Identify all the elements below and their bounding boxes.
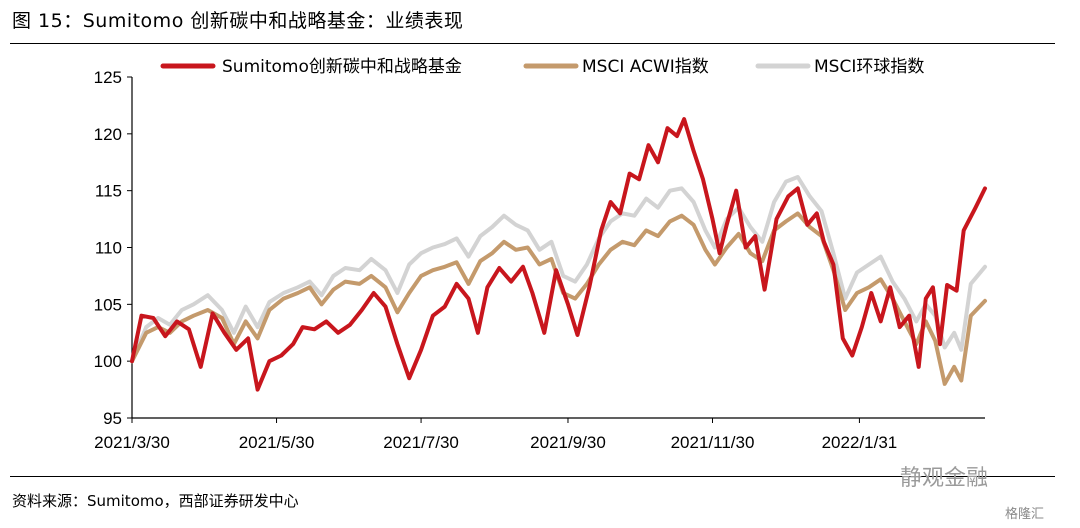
series-layer xyxy=(130,117,987,392)
chart-legend: Sumitomo创新碳中和战略基金 MSCI ACWI指数 MSCI环球指数 xyxy=(160,57,924,77)
x-tick-label: 2022/1/31 xyxy=(822,433,898,452)
chart-axes: 95 100 105 110 115 120 125 2021/3/30 2021/5/30 20… xyxy=(94,68,985,452)
legend-label: MSCI ACWI指数 xyxy=(582,57,709,77)
watermark-text: 静观金融 xyxy=(900,466,989,491)
x-tick-label: 2021/9/30 xyxy=(530,433,606,452)
series-line-msci-acwi xyxy=(130,211,987,386)
title-rule xyxy=(10,43,1055,44)
source-rule xyxy=(10,476,1055,477)
x-tick-label: 2021/5/30 xyxy=(239,433,315,452)
legend-label: Sumitomo创新碳中和战略基金 xyxy=(222,57,462,77)
y-tick-label: 125 xyxy=(94,68,122,87)
x-tick-label: 2021/11/30 xyxy=(671,433,755,452)
series-line-sumitomo xyxy=(130,117,987,392)
x-tick-label: 2021/7/30 xyxy=(383,433,459,452)
legend-item-msci-acwi: MSCI ACWI指数 xyxy=(523,57,709,77)
legend-item-msci-world: MSCI环球指数 xyxy=(755,57,924,77)
y-tick-label: 100 xyxy=(94,352,122,371)
y-tick-label: 110 xyxy=(95,239,122,258)
x-tick-label: 2021/3/30 xyxy=(94,433,170,452)
legend-label: MSCI环球指数 xyxy=(814,57,924,77)
figure-title: 图 15：Sumitomo 创新碳中和战略基金：业绩表现 xyxy=(12,10,464,32)
y-tick-label: 115 xyxy=(95,182,122,201)
watermark-text-secondary: 格隆汇 xyxy=(1005,507,1045,522)
source-note: 资料来源：Sumitomo，西部证券研发中心 xyxy=(12,492,299,510)
series-line-msci-world xyxy=(130,175,987,364)
y-tick-label: 105 xyxy=(94,295,122,314)
y-tick-label: 120 xyxy=(94,125,122,144)
y-tick-label: 95 xyxy=(103,409,122,428)
legend-item-sumitomo: Sumitomo创新碳中和战略基金 xyxy=(160,57,462,77)
